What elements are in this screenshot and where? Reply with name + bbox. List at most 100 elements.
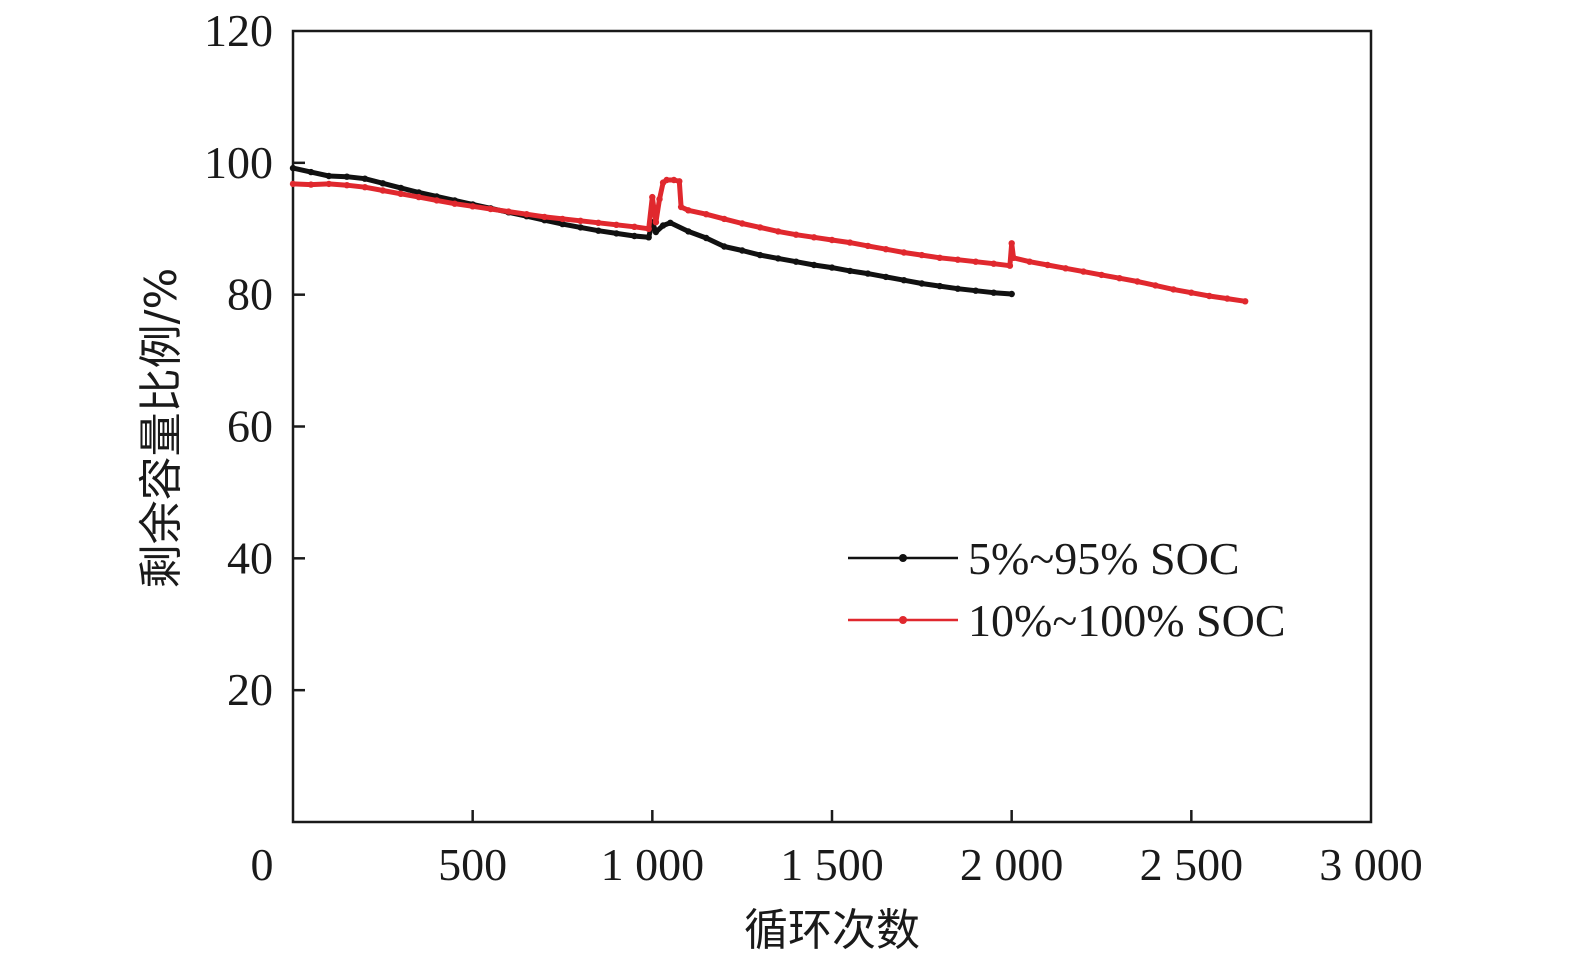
data-point	[1188, 289, 1195, 296]
data-point	[792, 231, 800, 238]
legend-swatch-marker	[899, 616, 907, 624]
data-point	[652, 228, 660, 236]
data-point	[972, 258, 979, 265]
data-point	[577, 217, 584, 224]
data-point	[670, 176, 678, 184]
data-point	[1152, 282, 1159, 289]
data-point	[613, 230, 620, 237]
data-point	[361, 184, 369, 191]
legend-swatch-marker	[899, 554, 907, 562]
data-point	[1044, 261, 1051, 269]
data-point	[739, 220, 746, 227]
data-point	[703, 234, 710, 242]
series-layer	[289, 164, 1249, 305]
data-point	[810, 234, 818, 241]
x-tick-label: 500	[438, 839, 507, 890]
legend-label: 10%~100% SOC	[968, 595, 1286, 646]
data-point	[721, 243, 728, 250]
data-point	[1006, 262, 1014, 269]
data-point	[677, 203, 685, 211]
data-point	[415, 189, 422, 196]
y-tick-label: 60	[227, 401, 273, 452]
data-point	[1134, 278, 1141, 285]
x-tick-label: 2 500	[1140, 839, 1244, 890]
data-point	[936, 254, 943, 261]
data-point	[559, 220, 566, 228]
data-point	[289, 180, 297, 188]
data-point	[676, 178, 683, 185]
data-point	[379, 180, 386, 187]
data-point	[1062, 265, 1069, 272]
data-point	[900, 277, 908, 284]
data-point	[289, 164, 297, 172]
data-point	[415, 193, 422, 201]
data-point	[505, 208, 512, 215]
x-axis-title: 循环次数	[744, 905, 920, 956]
data-point	[864, 270, 872, 277]
data-point	[685, 207, 692, 214]
data-point	[828, 264, 836, 271]
data-point	[1008, 290, 1015, 298]
legend-item: 5%~95% SOC	[848, 533, 1240, 584]
data-point	[595, 219, 602, 226]
y-axis-title: 剩余容量比例/%	[136, 268, 187, 589]
data-point	[1224, 295, 1231, 302]
plot-border	[291, 29, 1373, 824]
data-point	[325, 172, 333, 180]
y-tick-label: 40	[227, 532, 273, 583]
y-tick-label: 80	[227, 269, 273, 320]
data-point	[361, 175, 369, 182]
data-point	[649, 193, 656, 201]
data-point	[954, 285, 961, 292]
data-point	[954, 256, 961, 263]
data-point	[1242, 298, 1249, 305]
data-point	[918, 251, 925, 259]
legend-label: 5%~95% SOC	[968, 533, 1240, 584]
y-tick-label: 20	[227, 664, 273, 715]
series-2	[289, 176, 1249, 305]
data-point	[703, 211, 710, 218]
data-point	[631, 232, 638, 240]
data-point	[663, 176, 670, 184]
data-point	[936, 282, 943, 290]
data-point	[469, 203, 476, 210]
data-point	[1206, 292, 1213, 300]
data-point	[523, 211, 530, 218]
data-point	[810, 261, 818, 269]
data-point	[1008, 240, 1015, 247]
data-point	[645, 234, 652, 241]
data-point	[397, 184, 404, 192]
data-point	[307, 181, 315, 188]
legend: 5%~95% SOC 10%~100% SOC	[848, 533, 1286, 646]
data-point	[595, 227, 602, 234]
data-point	[487, 205, 494, 213]
data-point	[645, 225, 652, 232]
data-point	[667, 219, 674, 226]
x-tick-label: 1 500	[780, 839, 884, 890]
data-point	[739, 247, 746, 254]
data-point	[882, 246, 890, 253]
x-tick-label: 0	[251, 839, 274, 890]
data-point	[343, 182, 351, 189]
data-point	[451, 200, 458, 207]
data-point	[882, 273, 890, 281]
x-tick-label: 2 000	[960, 839, 1064, 890]
data-point	[325, 180, 333, 188]
data-point	[990, 260, 997, 267]
data-point	[918, 280, 925, 287]
data-point	[1170, 286, 1177, 293]
data-point	[685, 228, 692, 235]
data-point	[828, 236, 836, 244]
x-axis: 0 500 1 000 1 500 2 000 2 500 3 000	[251, 810, 1423, 890]
data-point	[631, 223, 638, 230]
data-point	[559, 215, 566, 223]
data-point	[900, 249, 908, 256]
data-point	[1026, 258, 1033, 265]
data-point	[1010, 254, 1017, 261]
data-point	[846, 239, 854, 246]
data-point	[397, 190, 404, 197]
data-point	[343, 173, 351, 180]
series-1	[289, 164, 1015, 298]
data-point	[307, 168, 315, 176]
